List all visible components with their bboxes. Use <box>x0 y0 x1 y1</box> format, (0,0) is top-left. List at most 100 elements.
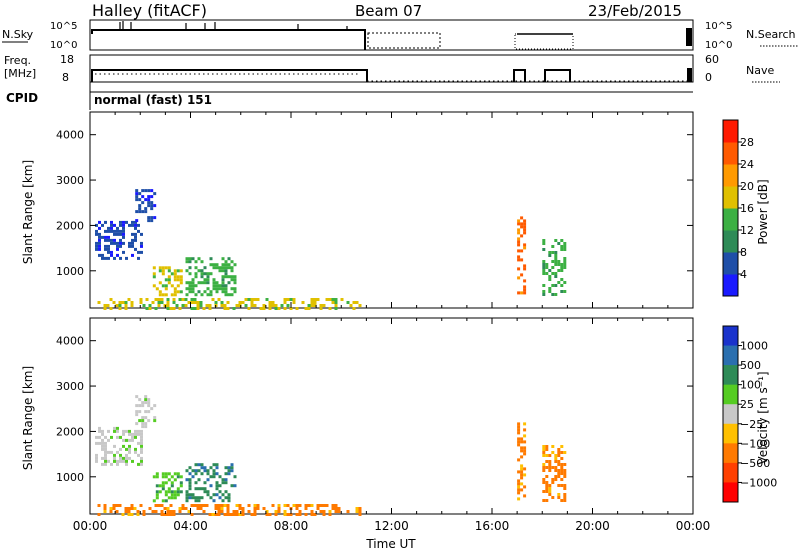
data-cell <box>277 504 281 507</box>
data-cell <box>110 250 113 254</box>
data-cell <box>253 298 257 301</box>
data-cell <box>268 301 272 304</box>
data-cell <box>110 241 113 245</box>
data-cell <box>212 469 216 473</box>
data-cell <box>520 470 524 474</box>
data-cell <box>520 437 524 441</box>
data-cell <box>227 266 231 270</box>
data-cell <box>190 301 194 304</box>
data-cell <box>196 504 200 507</box>
data-cell <box>224 481 228 485</box>
data-cell <box>131 438 134 442</box>
data-cell <box>563 496 567 499</box>
data-cell <box>224 263 228 267</box>
data-cell <box>310 510 314 513</box>
data-cell <box>164 475 168 479</box>
data-cell <box>334 304 338 307</box>
data-cell <box>172 301 176 304</box>
data-cell <box>161 284 165 288</box>
data-cell <box>122 444 125 448</box>
data-cell <box>563 487 567 490</box>
data-cell <box>135 219 139 223</box>
data-cell <box>208 513 212 516</box>
data-cell <box>140 432 143 436</box>
data-cell <box>215 263 219 267</box>
data-cell <box>101 441 104 445</box>
data-cell <box>557 460 561 463</box>
data-cell <box>545 454 549 457</box>
data-cell <box>194 260 198 264</box>
data-cell <box>179 475 183 479</box>
data-cell <box>194 487 198 491</box>
data-cell <box>144 401 148 405</box>
data-cell <box>557 469 561 472</box>
data-cell <box>141 425 145 429</box>
station-title: Halley (fitACF) <box>92 1 207 20</box>
data-cell <box>548 493 552 496</box>
data-cell <box>119 459 122 463</box>
data-cell <box>517 470 521 474</box>
data-cell <box>122 226 125 230</box>
data-cell <box>206 469 210 473</box>
data-cell <box>122 250 125 254</box>
data-cell <box>181 304 185 307</box>
data-cell <box>218 496 222 500</box>
data-cell <box>560 499 564 502</box>
data-cell <box>127 298 131 301</box>
data-cell <box>185 287 189 291</box>
data-region <box>542 239 567 296</box>
data-cell <box>517 258 521 262</box>
data-cell <box>176 490 180 494</box>
freq-left-units: [MHz] <box>4 67 36 80</box>
data-cell <box>224 269 228 273</box>
data-cell <box>116 429 119 433</box>
data-cell <box>310 513 314 516</box>
data-cell <box>215 493 219 497</box>
data-cell <box>144 398 148 402</box>
data-cell <box>212 278 216 282</box>
data-cell <box>542 290 546 293</box>
data-cell <box>523 231 527 235</box>
data-cell <box>170 493 174 497</box>
data-cell <box>107 438 110 442</box>
data-cell <box>202 504 206 507</box>
data-cell <box>144 425 148 429</box>
data-cell <box>95 453 98 457</box>
data-cell <box>107 429 110 433</box>
data-cell <box>181 507 185 510</box>
y-tick-label: 2000 <box>56 425 84 438</box>
data-cell <box>176 275 180 279</box>
data-cell <box>125 220 128 224</box>
data-cell <box>173 490 177 494</box>
data-cell <box>355 301 359 304</box>
data-cell <box>523 452 527 456</box>
colorbar-tick-label: 4 <box>740 268 747 281</box>
data-cell <box>148 304 152 307</box>
data-cell <box>135 192 139 196</box>
data-cell <box>110 253 113 257</box>
data-cell <box>122 220 125 224</box>
data-cell <box>107 238 110 242</box>
data-cell <box>134 226 137 230</box>
data-cell <box>109 307 113 310</box>
data-cell <box>334 510 338 513</box>
data-cell <box>103 507 107 510</box>
colorbar-tick-label: 1000 <box>740 340 768 353</box>
data-cell <box>125 456 128 460</box>
data-cell <box>283 298 287 301</box>
data-cell <box>193 307 197 310</box>
data-cell <box>188 287 192 291</box>
data-cell <box>548 278 552 281</box>
data-cell <box>542 466 546 469</box>
data-cell <box>164 472 168 476</box>
data-cell <box>112 504 116 507</box>
data-cell <box>199 504 203 507</box>
data-cell <box>233 475 237 479</box>
data-cell <box>110 450 113 454</box>
data-cell <box>122 241 125 245</box>
data-cell <box>226 510 230 513</box>
beam-label: Beam 07 <box>355 2 422 20</box>
data-cell <box>200 487 204 491</box>
data-cell <box>322 510 326 513</box>
data-cell <box>176 290 180 294</box>
